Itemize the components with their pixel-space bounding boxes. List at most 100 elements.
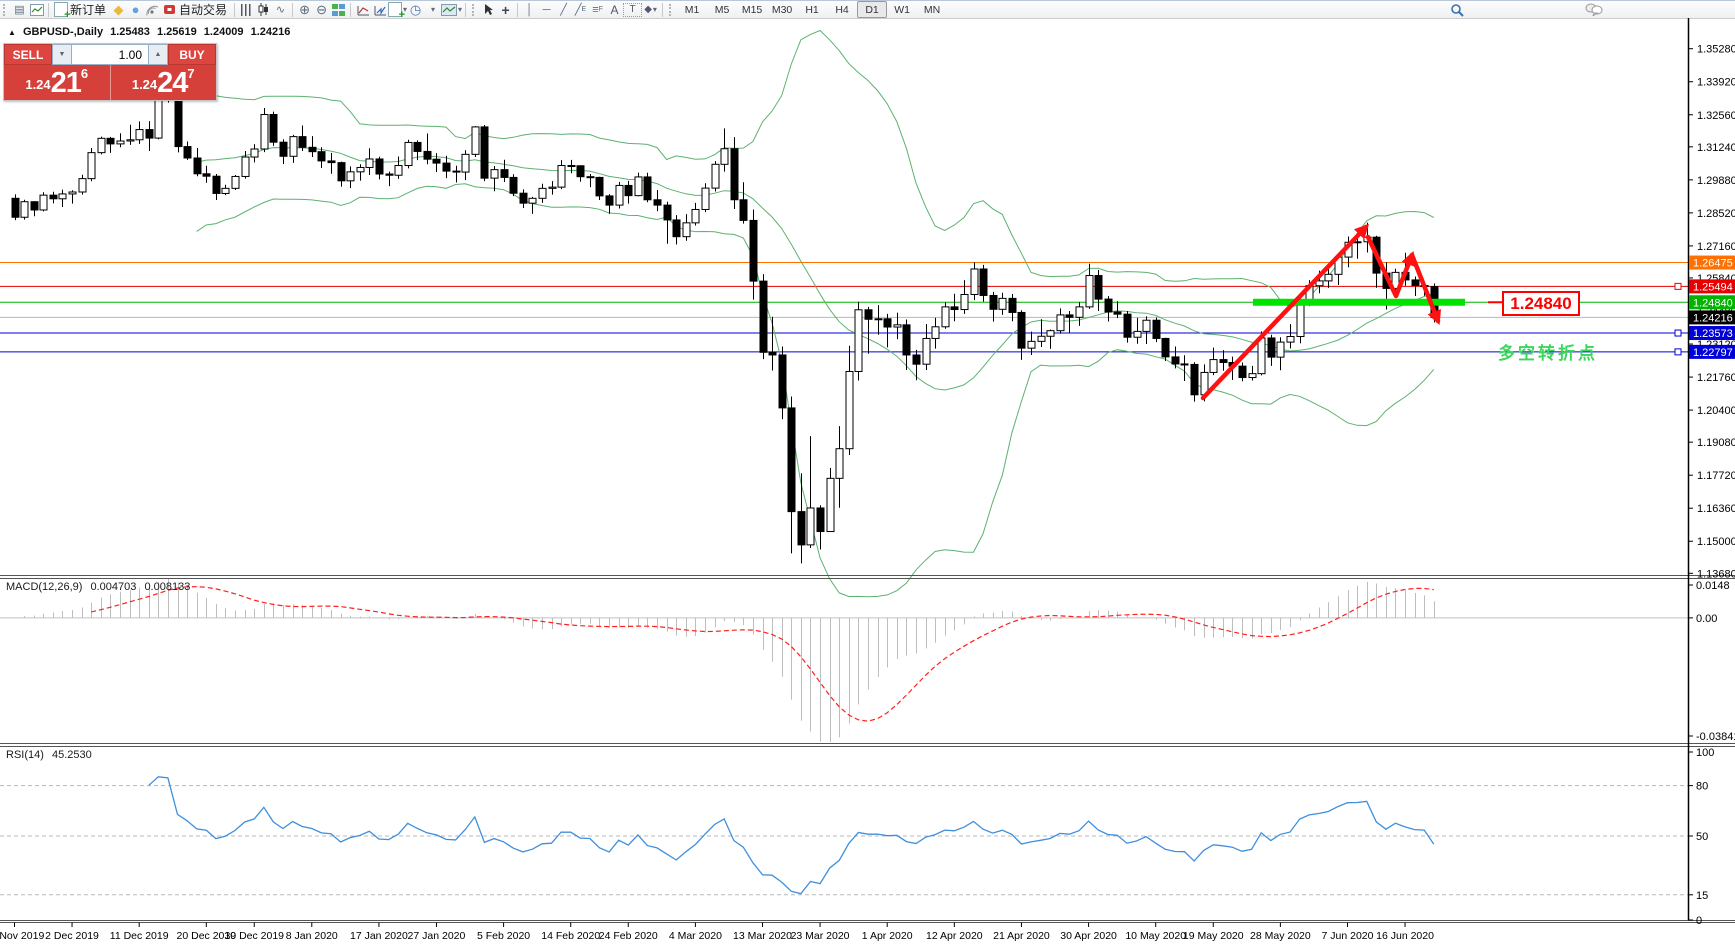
sell-button[interactable]: SELL — [4, 44, 52, 65]
macd-signal-value: 0.008133 — [144, 581, 191, 593]
autotrading-label[interactable]: 自动交易 — [179, 3, 228, 17]
tf-button-H4[interactable]: H4 — [835, 3, 849, 16]
date-label: 21 Apr 2020 — [993, 930, 1050, 942]
price-badge: 1.22797 — [1693, 347, 1733, 359]
metaeditor-icon[interactable]: ◆ — [113, 1, 124, 17]
text-label-tool-icon[interactable]: T — [623, 2, 643, 17]
refresh-clock-icon[interactable]: ◷ — [409, 1, 422, 17]
volume-increase-button[interactable]: ▲ — [148, 44, 168, 65]
bollinger-layer — [196, 29, 1435, 598]
tf-button-M15[interactable]: M15 — [741, 3, 763, 16]
chart-title: ▲ GBPUSD-,Daily 1.25483 1.25619 1.24009 … — [8, 26, 294, 38]
indicators-icon[interactable] — [354, 2, 371, 17]
tf-button-M1[interactable]: M1 — [684, 3, 700, 16]
date-label: 20 Dec 2019 — [177, 930, 237, 942]
cursor-tool-icon[interactable] — [480, 2, 497, 17]
text-tool-icon[interactable]: A — [610, 2, 619, 17]
date-label: 12 Apr 2020 — [926, 930, 983, 942]
tf-button-W1[interactable]: W1 — [894, 3, 910, 16]
new-order-icon[interactable]: + — [52, 2, 71, 21]
search-icon[interactable] — [1448, 2, 1465, 17]
price-badge: 1.24216 — [1693, 312, 1733, 324]
tile-windows-icon[interactable] — [330, 2, 347, 17]
sell-price[interactable]: 1.24 21 6 — [4, 65, 111, 100]
market-watch-icon[interactable]: ▤ — [14, 4, 25, 16]
buy-price-prefix: 1.24 — [131, 77, 158, 92]
line-chart-mode-icon[interactable]: ∿ — [275, 4, 286, 16]
vertical-line-tool-icon[interactable]: │ — [526, 3, 533, 16]
arrows-tool-icon[interactable]: ◆ ▾ — [644, 4, 657, 15]
macd-name: MACD(12,26,9) — [6, 581, 83, 593]
date-label: 13 Mar 2020 — [733, 930, 792, 942]
chart-profile-icon[interactable]: ▾ — [441, 2, 462, 17]
chat-icon[interactable] — [1585, 2, 1603, 17]
toolbar-separator — [662, 2, 664, 17]
trendline-tool-icon[interactable]: ╱ — [560, 4, 567, 16]
date-label: 28 May 2020 — [1250, 930, 1311, 942]
ohlc-high: 1.25619 — [156, 26, 197, 38]
rsi-line — [148, 776, 1435, 895]
buy-button[interactable]: BUY — [168, 44, 216, 65]
line-handle[interactable] — [1674, 329, 1682, 337]
line-handle[interactable] — [1674, 282, 1682, 290]
svg-text:0: 0 — [1696, 915, 1702, 927]
buy-price[interactable]: 1.24 24 7 — [111, 65, 217, 100]
bollinger-middle — [196, 147, 1434, 391]
horizontal-line-tool-icon[interactable]: ─ — [542, 3, 551, 16]
new-order-label[interactable]: 新订单 — [70, 3, 107, 17]
zoom-in-icon[interactable]: ⊕ — [299, 1, 310, 17]
tf-button-H1[interactable]: H1 — [805, 3, 819, 16]
zoom-out-icon[interactable]: ⊖ — [316, 1, 327, 17]
profiles-dropdown-icon[interactable]: ▾ — [431, 5, 436, 14]
date-label: 5 Feb 2020 — [477, 930, 530, 942]
bollinger-upper — [196, 29, 1435, 308]
autotrading-icon[interactable] — [161, 2, 178, 17]
templates-icon[interactable]: + ▾ — [388, 2, 407, 21]
toolbar-grip — [669, 3, 674, 16]
price-badge: 1.23573 — [1693, 328, 1733, 340]
cn-annotation-text[interactable]: 多空转折点 — [1498, 344, 1598, 363]
svg-text:1.31240: 1.31240 — [1697, 142, 1735, 154]
toolbar-grip — [3, 3, 8, 16]
date-label: 16 Jun 2020 — [1376, 930, 1434, 942]
svg-text:1.28520: 1.28520 — [1697, 208, 1735, 220]
tf-button-D1[interactable]: D1 — [857, 1, 888, 18]
collapse-arrow-icon[interactable]: ▲ — [8, 28, 16, 37]
tf-button-M5[interactable]: M5 — [714, 3, 730, 16]
rsi-pane-label: RSI(14) 45.2530 — [6, 749, 97, 761]
fibonacci-tool-icon[interactable]: ≡ F — [592, 3, 603, 16]
line-handle[interactable] — [1674, 348, 1682, 356]
svg-text:1.29880: 1.29880 — [1697, 175, 1735, 187]
candlestick-mode-icon[interactable] — [255, 2, 272, 17]
price-badge: 1.24840 — [1693, 297, 1733, 309]
toolbar-separator — [350, 2, 352, 17]
svg-text:1.32560: 1.32560 — [1697, 110, 1735, 122]
toolbar: ▤ + 新订单 ◆ ● 自动交易 ∿ ⊕ ⊖ — [0, 1, 1735, 21]
community-icon[interactable]: ● — [131, 2, 140, 17]
sell-price-big: 21 — [50, 67, 82, 99]
volume-input[interactable]: 1.00 — [72, 44, 148, 65]
date-label: 27 Jan 2020 — [408, 930, 466, 942]
tf-button-MN[interactable]: MN — [923, 3, 941, 16]
tf-button-M30[interactable]: M30 — [771, 3, 793, 16]
trend-arrows-layer[interactable] — [1200, 223, 1442, 401]
pane-separators — [0, 575, 1735, 923]
date-label: 7 Jun 2020 — [1322, 930, 1374, 942]
signals-icon[interactable] — [144, 2, 161, 17]
ohlc-open: 1.25483 — [110, 26, 150, 38]
volume-decrease-button[interactable]: ▼ — [52, 44, 72, 65]
price-badge: 1.25494 — [1693, 281, 1733, 293]
buy-price-big: 24 — [157, 67, 188, 99]
crosshair-tool-icon[interactable]: + — [501, 1, 510, 18]
svg-text:15: 15 — [1696, 890, 1708, 902]
bar-chart-mode-icon[interactable] — [238, 2, 255, 17]
price-level-callout[interactable]: 1.24840 — [1502, 291, 1580, 316]
periods-icon[interactable] — [371, 2, 388, 17]
support-zone-bar[interactable] — [1253, 298, 1465, 306]
data-window-icon[interactable] — [28, 2, 45, 17]
date-label: 10 May 2020 — [1125, 930, 1186, 942]
channel-tool-icon[interactable]: ╱ E — [574, 4, 587, 16]
